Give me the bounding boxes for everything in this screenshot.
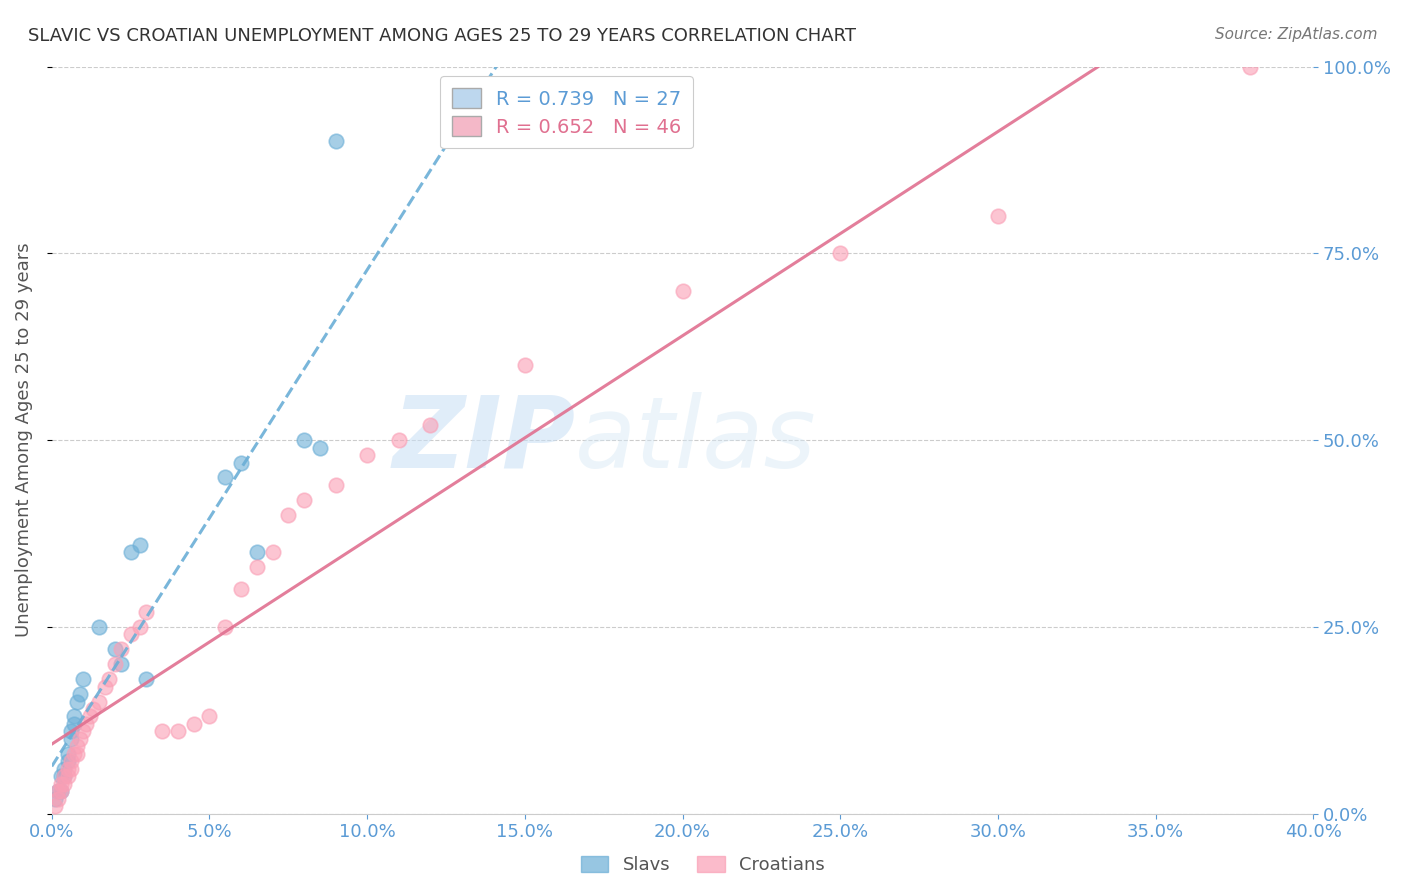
Point <box>1239 60 1261 74</box>
Point <box>135 605 157 619</box>
Point <box>63 709 86 723</box>
Point <box>44 791 66 805</box>
Point <box>388 433 411 447</box>
Legend: Slavs, Croatians: Slavs, Croatians <box>572 847 834 883</box>
Text: Source: ZipAtlas.com: Source: ZipAtlas.com <box>1215 27 1378 42</box>
Point <box>513 359 536 373</box>
Point <box>56 762 79 776</box>
Point <box>56 769 79 783</box>
Point <box>110 657 132 672</box>
Text: atlas: atlas <box>575 392 817 489</box>
Point <box>120 627 142 641</box>
Point <box>277 508 299 522</box>
Point <box>292 492 315 507</box>
Point <box>830 246 852 260</box>
Point <box>356 448 378 462</box>
Point <box>75 717 97 731</box>
Point <box>229 582 252 597</box>
Point <box>987 209 1010 223</box>
Point <box>56 747 79 761</box>
Point <box>46 784 69 798</box>
Point <box>69 687 91 701</box>
Point <box>53 769 76 783</box>
Point <box>135 672 157 686</box>
Point <box>97 672 120 686</box>
Point <box>104 642 127 657</box>
Point <box>46 784 69 798</box>
Point <box>198 709 221 723</box>
Point <box>120 545 142 559</box>
Point <box>183 717 205 731</box>
Point <box>59 762 82 776</box>
Point <box>44 799 66 814</box>
Y-axis label: Unemployment Among Ages 25 to 29 years: Unemployment Among Ages 25 to 29 years <box>15 243 32 638</box>
Point <box>671 284 693 298</box>
Point <box>104 657 127 672</box>
Point <box>51 784 73 798</box>
Point <box>292 433 315 447</box>
Point <box>59 724 82 739</box>
Point <box>214 470 236 484</box>
Point <box>53 777 76 791</box>
Point <box>308 441 330 455</box>
Point <box>51 769 73 783</box>
Point <box>72 724 94 739</box>
Point <box>82 702 104 716</box>
Point <box>110 642 132 657</box>
Point <box>150 724 173 739</box>
Point <box>87 620 110 634</box>
Point <box>51 784 73 798</box>
Point <box>69 731 91 746</box>
Point <box>56 754 79 768</box>
Point <box>129 620 152 634</box>
Point <box>262 545 284 559</box>
Point <box>419 418 441 433</box>
Point <box>94 680 117 694</box>
Point <box>63 717 86 731</box>
Point <box>229 456 252 470</box>
Point <box>46 791 69 805</box>
Point <box>59 754 82 768</box>
Point <box>129 538 152 552</box>
Legend: R = 0.739   N = 27, R = 0.652   N = 46: R = 0.739 N = 27, R = 0.652 N = 46 <box>440 77 693 148</box>
Text: SLAVIC VS CROATIAN UNEMPLOYMENT AMONG AGES 25 TO 29 YEARS CORRELATION CHART: SLAVIC VS CROATIAN UNEMPLOYMENT AMONG AG… <box>28 27 856 45</box>
Point <box>66 694 89 708</box>
Point <box>79 709 101 723</box>
Point <box>66 747 89 761</box>
Point <box>51 777 73 791</box>
Point <box>72 672 94 686</box>
Point <box>53 762 76 776</box>
Point <box>246 545 269 559</box>
Point <box>63 747 86 761</box>
Point <box>214 620 236 634</box>
Point <box>325 478 347 492</box>
Point <box>325 134 347 148</box>
Point <box>167 724 190 739</box>
Text: ZIP: ZIP <box>392 392 575 489</box>
Point <box>59 731 82 746</box>
Point <box>66 739 89 754</box>
Point <box>87 694 110 708</box>
Point <box>246 560 269 574</box>
Point <box>53 769 76 783</box>
